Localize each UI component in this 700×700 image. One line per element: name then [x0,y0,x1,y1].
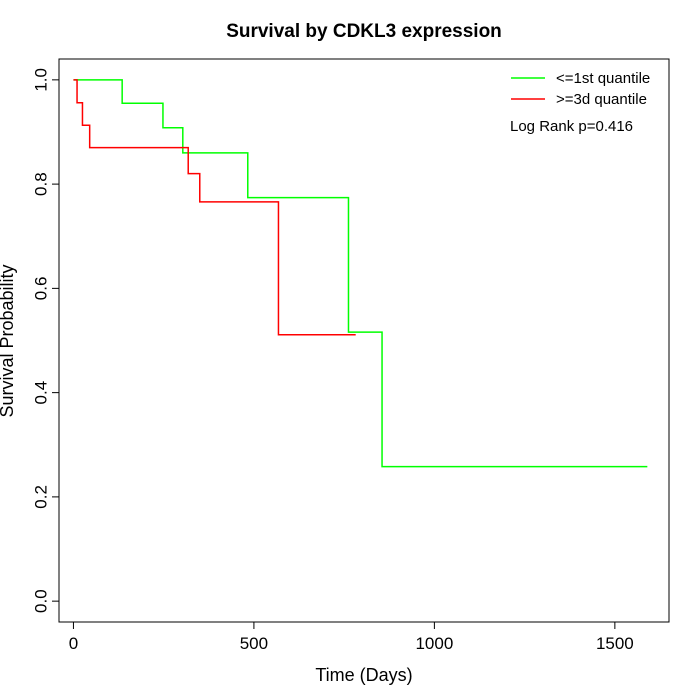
y-tick-label: 0.8 [31,172,50,196]
log-rank-annotation: Log Rank p=0.416 [510,118,633,135]
x-tick-label: 500 [240,634,268,653]
x-axis: 0 500 1000 1500 [69,621,634,653]
legend: <=1st quantile >=3d quantile [511,70,650,108]
series-line-1 [73,79,356,336]
legend-label: >=3d quantile [556,91,647,108]
y-axis-label: Survival Probability [0,264,17,417]
y-tick-label: 1.0 [31,68,50,92]
x-axis-label: Time (Days) [315,665,412,685]
chart-title: Survival by CDKL3 expression [226,21,502,42]
series-layer [73,79,648,468]
y-tick-label: 0.0 [31,589,50,613]
legend-label: <=1st quantile [556,70,650,87]
y-tick-label: 0.6 [31,277,50,301]
x-tick-label: 1500 [596,634,634,653]
series-line-0 [73,79,648,468]
y-tick-label: 0.4 [31,381,50,405]
y-tick-label: 0.2 [31,485,50,509]
x-tick-label: 0 [69,634,78,653]
plot-frame [58,58,670,623]
x-tick-label: 1000 [415,634,453,653]
y-axis: 0.0 0.2 0.4 0.6 0.8 1.0 [31,68,60,613]
